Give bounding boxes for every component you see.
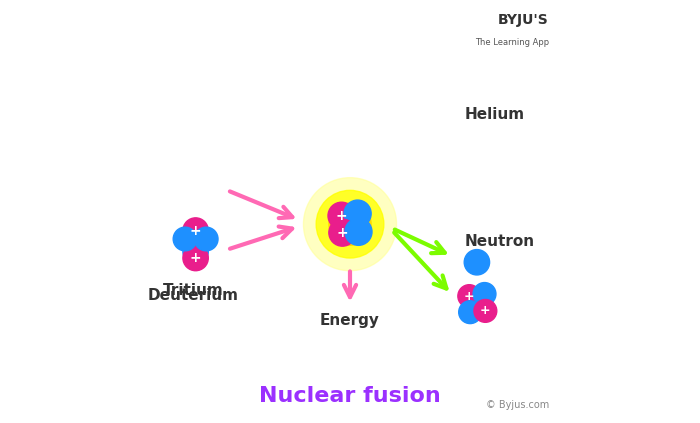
Ellipse shape xyxy=(329,203,371,245)
Circle shape xyxy=(464,250,489,275)
Circle shape xyxy=(474,299,497,322)
Text: +: + xyxy=(190,251,202,265)
Circle shape xyxy=(183,218,209,243)
Circle shape xyxy=(329,219,356,246)
Text: BYJU'S: BYJU'S xyxy=(498,13,549,27)
Circle shape xyxy=(344,200,371,227)
Text: Nuclear fusion: Nuclear fusion xyxy=(259,386,441,406)
Text: Tritium: Tritium xyxy=(163,283,224,298)
Circle shape xyxy=(458,301,482,324)
Text: +: + xyxy=(336,209,347,223)
Text: Helium: Helium xyxy=(464,107,524,122)
Circle shape xyxy=(183,245,209,271)
Circle shape xyxy=(328,202,355,229)
Text: +: + xyxy=(337,225,348,240)
Text: Neutron: Neutron xyxy=(464,233,534,249)
Text: The Learning App: The Learning App xyxy=(475,38,549,47)
Circle shape xyxy=(345,218,372,245)
Ellipse shape xyxy=(316,190,384,258)
Text: +: + xyxy=(190,223,202,238)
Circle shape xyxy=(473,283,496,305)
Circle shape xyxy=(173,227,197,251)
Text: +: + xyxy=(480,305,491,317)
Ellipse shape xyxy=(304,178,396,271)
Circle shape xyxy=(183,239,209,264)
Circle shape xyxy=(195,227,218,251)
Text: Deuterium: Deuterium xyxy=(148,288,239,302)
Text: © Byjus.com: © Byjus.com xyxy=(486,400,549,410)
Circle shape xyxy=(458,285,481,308)
Text: +: + xyxy=(464,290,475,302)
Text: Energy: Energy xyxy=(320,313,380,328)
